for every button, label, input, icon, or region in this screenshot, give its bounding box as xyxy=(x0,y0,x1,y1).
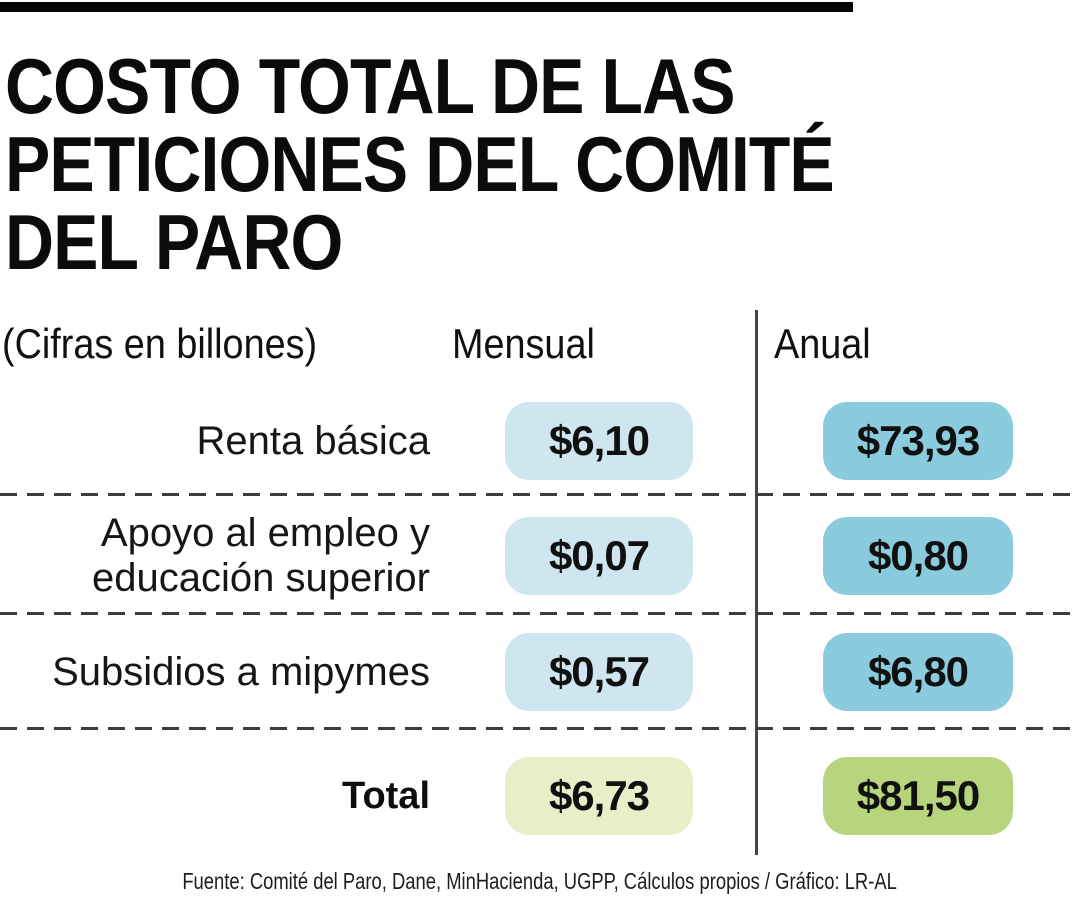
column-header-mensual: Mensual xyxy=(452,320,595,367)
table-row-subsidios-mipymes: Subsidios a mipymes $0,57 $6,80 xyxy=(0,633,1080,711)
total-pill-anual: $81,50 xyxy=(823,757,1013,835)
column-divider-line xyxy=(755,310,758,855)
dashed-separator xyxy=(0,727,1080,730)
table-row-total: Total $6,73 $81,50 xyxy=(0,757,1080,835)
page-title-line-3: DEL PARO xyxy=(5,198,343,286)
value-pill-anual: $6,80 xyxy=(823,633,1013,711)
value-pill-mensual: $6,10 xyxy=(505,402,693,480)
masthead-bar xyxy=(0,2,853,12)
value-pill-anual: $73,93 xyxy=(823,402,1013,480)
page-title-line-2: PETICIONES DEL COMITÉ xyxy=(5,120,835,208)
table-row-apoyo-empleo: Apoyo al empleo y educación superior $0,… xyxy=(0,511,1080,600)
source-credit: Fuente: Comité del Paro, Dane, MinHacien… xyxy=(182,868,898,894)
row-label: Renta básica xyxy=(196,418,430,463)
table-row-renta-basica: Renta básica $6,10 $73,93 xyxy=(0,402,1080,480)
dashed-separator xyxy=(0,612,1080,615)
value-pill-mensual: $0,57 xyxy=(505,633,693,711)
page-title-line-1: COSTO TOTAL DE LAS xyxy=(5,42,735,130)
units-note: (Cifras en billones) xyxy=(2,320,318,367)
row-label: Subsidios a mipymes xyxy=(52,649,430,694)
page-title: COSTO TOTAL DE LAS PETICIONES DEL COMITÉ… xyxy=(5,47,958,281)
dashed-separator xyxy=(0,493,1080,496)
total-pill-mensual: $6,73 xyxy=(505,757,693,835)
row-label: Apoyo al empleo y educación superior xyxy=(92,511,430,600)
value-pill-anual: $0,80 xyxy=(823,517,1013,595)
column-header-anual: Anual xyxy=(774,320,871,367)
value-pill-mensual: $0,07 xyxy=(505,517,693,595)
total-label: Total xyxy=(342,774,430,817)
